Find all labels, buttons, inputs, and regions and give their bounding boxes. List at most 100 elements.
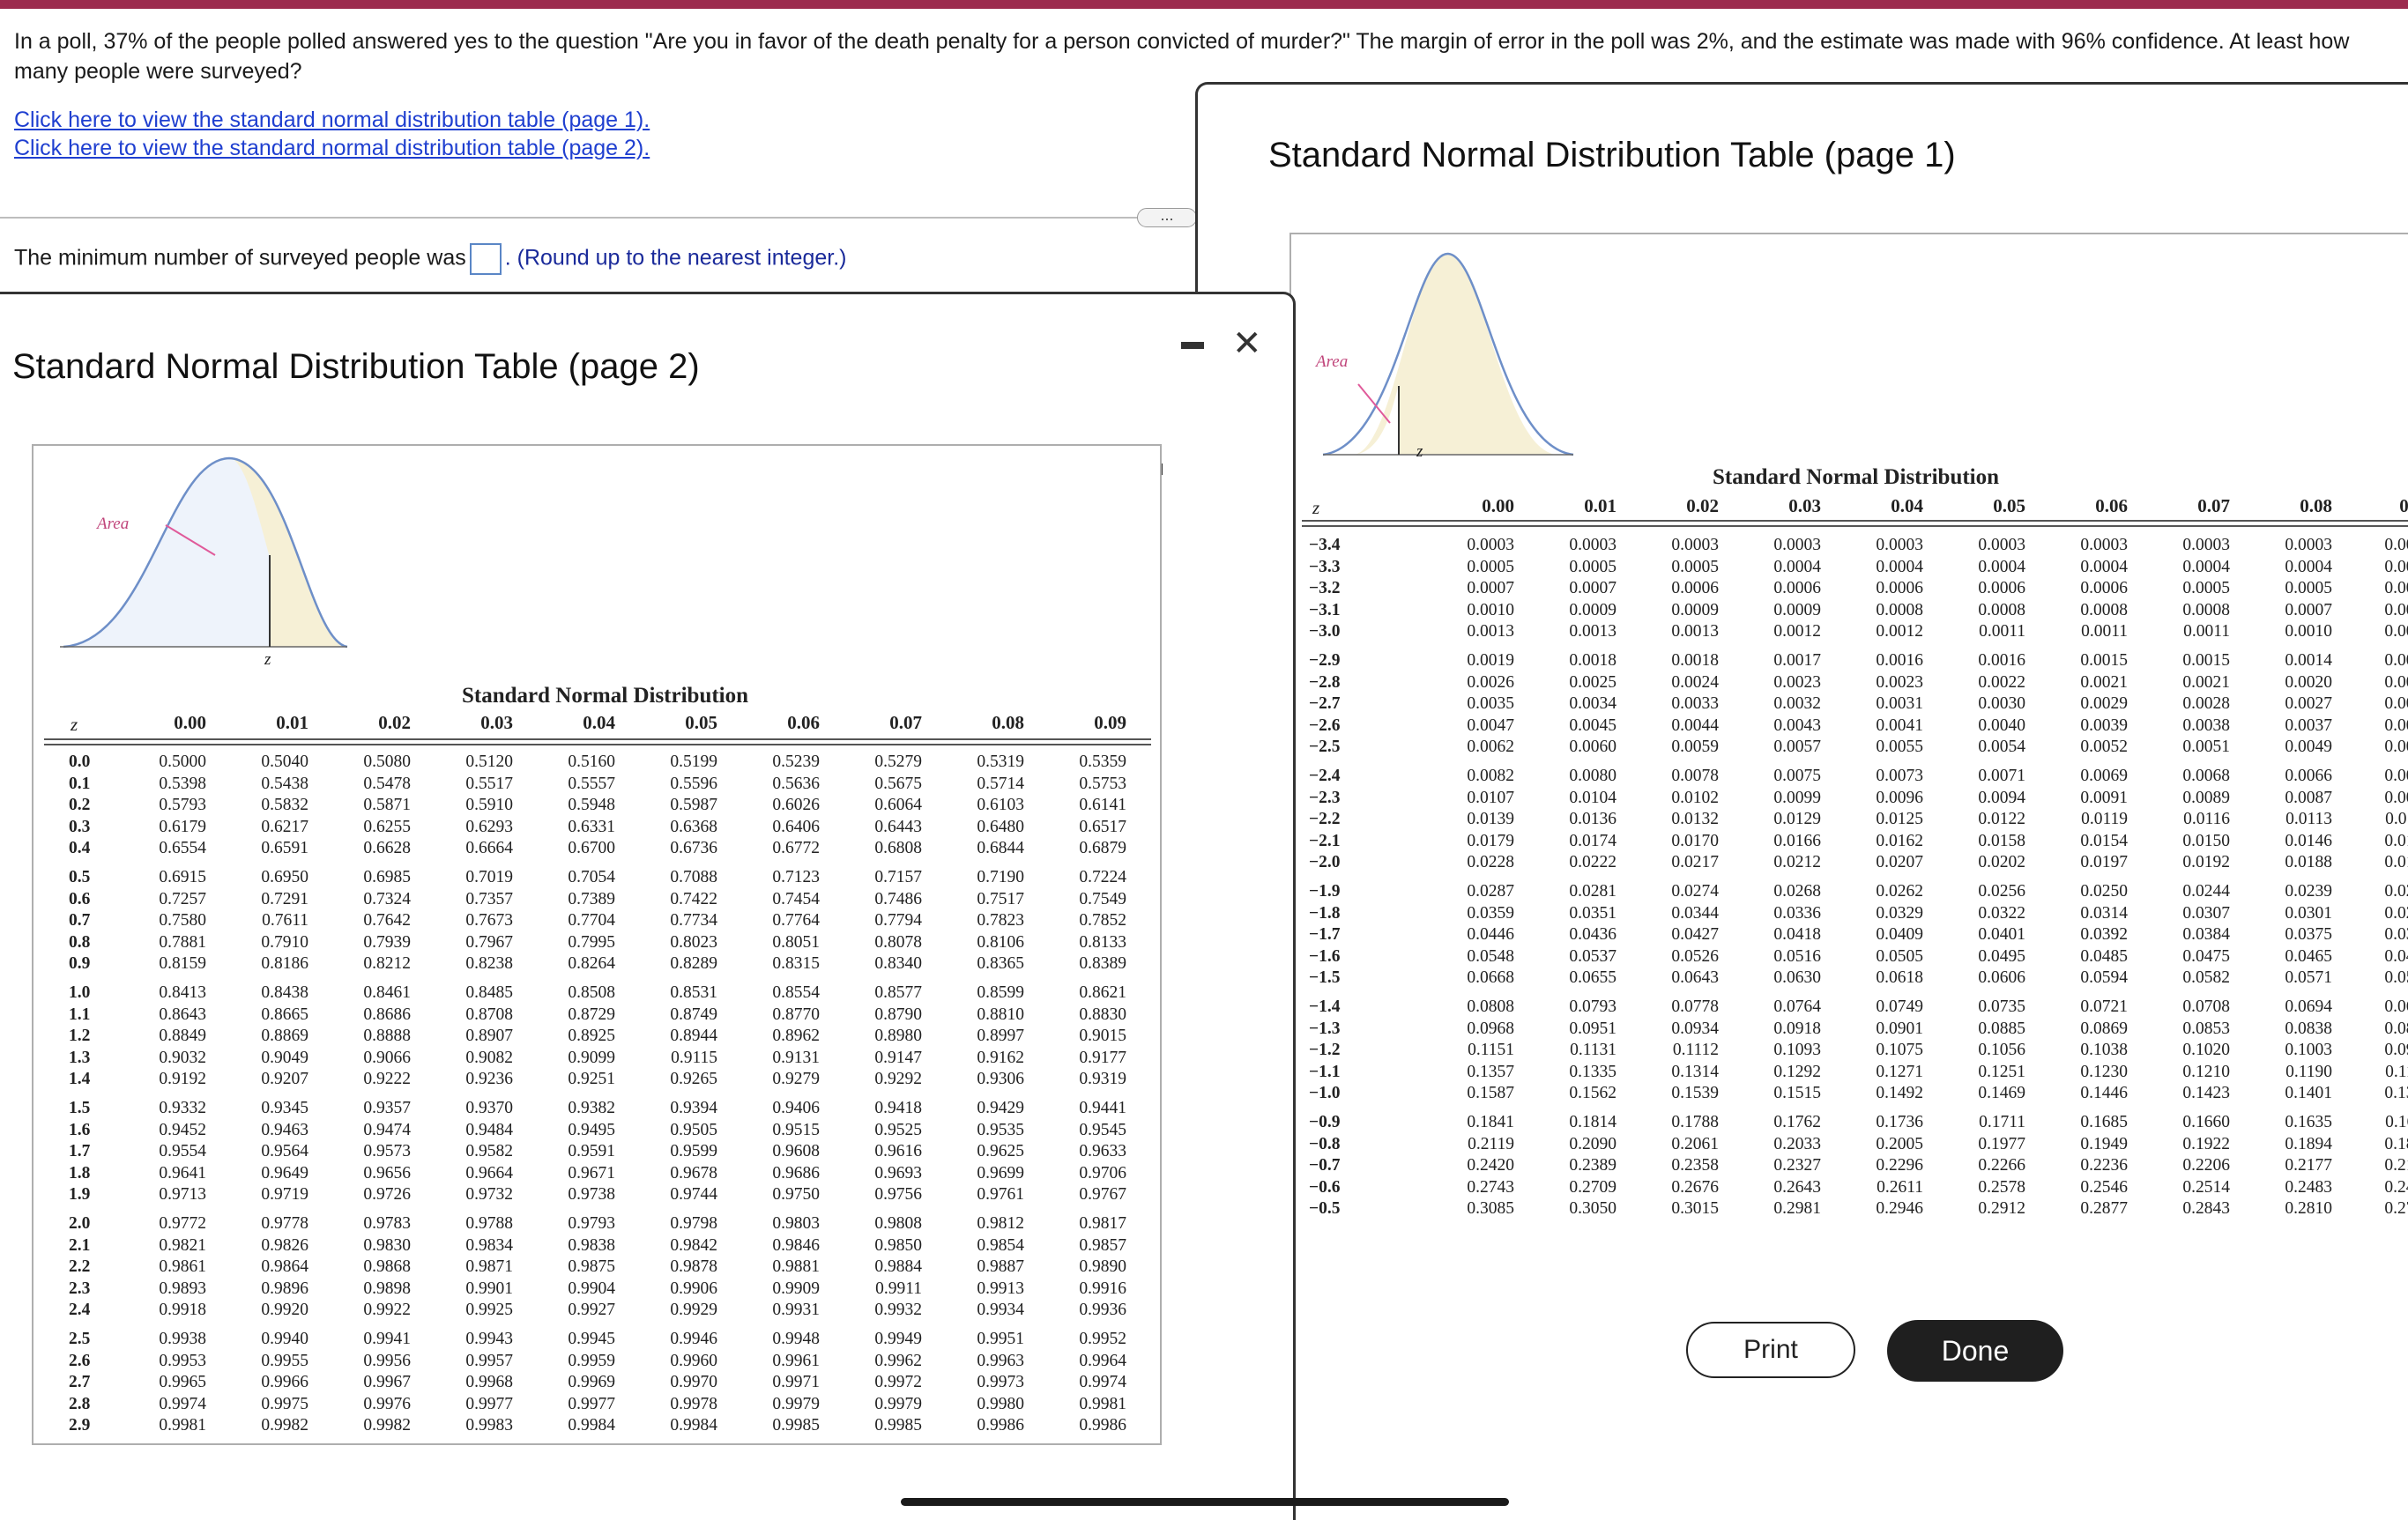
z-value: −0.9	[1309, 1113, 1341, 1131]
probability-cell: 0.6628	[363, 839, 411, 857]
probability-cell: 0.0107	[1467, 788, 1514, 807]
probability-cell: 0.0446	[1467, 925, 1514, 944]
done-button[interactable]: Done	[1887, 1320, 2063, 1382]
probability-cell: 0.0069	[2080, 767, 2128, 785]
minimize-icon[interactable]	[1181, 342, 1204, 349]
probability-cell: 0.0062	[1467, 738, 1514, 756]
probability-cell: 0.9920	[261, 1301, 308, 1319]
probability-cell: 0.0007	[2285, 600, 2332, 619]
probability-cell: 0.9968	[465, 1373, 513, 1391]
z-value: −0.6	[1309, 1177, 1341, 1197]
probability-cell: 0.9066	[363, 1048, 411, 1067]
z-value: 1.7	[69, 1142, 91, 1160]
probability-cell: 0.9582	[465, 1142, 513, 1160]
probability-cell: 0.0192	[2182, 853, 2230, 871]
probability-cell: 0.8340	[874, 954, 922, 973]
probability-cell: 0.1515	[1773, 1084, 1821, 1102]
probability-cell: 0.0418	[1773, 925, 1821, 944]
probability-cell: 0.0006	[1978, 579, 2025, 597]
z-value: 2.7	[69, 1373, 91, 1391]
page1-col-header: 0.07	[2197, 495, 2230, 516]
probability-cell: 0.6736	[670, 839, 717, 857]
probability-cell: 0.9857	[1079, 1235, 1126, 1255]
page1-col-header: 0.01	[1584, 495, 1616, 516]
probability-cell: 0.6554	[159, 839, 206, 857]
probability-cell: 0.0006	[1773, 579, 1821, 597]
probability-cell: 0.0885	[1978, 1019, 2025, 1038]
probability-cell: 0.9345	[261, 1099, 308, 1117]
probability-cell: 0.0179	[1467, 831, 1514, 850]
probability-cell: 0.0033	[1671, 694, 1719, 713]
probability-cell: 0.0721	[2080, 997, 2128, 1016]
probability-cell: 0.0068	[2182, 767, 2230, 785]
probability-cell: 0.9962	[874, 1351, 922, 1370]
probability-cell: 0.0035	[1467, 694, 1514, 713]
probability-cell: 0.0853	[2182, 1019, 2230, 1038]
probability-cell: 0.0008	[2080, 600, 2128, 619]
probability-cell: 0.9946	[670, 1330, 717, 1348]
probability-cell: 0.7190	[977, 868, 1024, 886]
probability-cell: 0.1335	[1569, 1062, 1616, 1081]
probability-cell: 0.2709	[1569, 1177, 1616, 1197]
table-row: 2.6 0.9953 0.9955 0.9956 0.9957 0.9959 0.9960 0…	[69, 1352, 1135, 1373]
probability-cell: 0.0052	[2080, 738, 2128, 756]
z-value: 1.3	[69, 1048, 91, 1067]
probability-cell: 0.1736	[1876, 1113, 1923, 1131]
table-row: 2.7 0.9965 0.9966 0.9967 0.9968 0.9969 0.9970 0…	[69, 1373, 1135, 1394]
probability-cell: 0.2033	[1773, 1134, 1821, 1153]
probability-cell: 0.0004	[1876, 557, 1923, 576]
probability-cell: 0.0336	[1773, 903, 1821, 923]
probability-cell: 0.0006	[1671, 579, 1719, 597]
page-2-header-rule-bottom	[44, 744, 1151, 745]
probability-cell: 0.0129	[1773, 810, 1821, 828]
table-row: 0.5 0.6915 0.6950 0.6985 0.7019 0.7054 0.7088 0…	[69, 868, 1135, 889]
z-value: −3.0	[1309, 622, 1341, 641]
probability-cell: 0.9370	[465, 1099, 513, 1117]
table-row: −2.3 0.0107 0.0104 0.0102 0.0099 0.0096 0.0094…	[1309, 789, 2408, 810]
answer-input[interactable]	[469, 243, 502, 275]
more-options-button[interactable]: ...	[1137, 207, 1197, 227]
probability-cell: 0.9699	[977, 1163, 1024, 1183]
probability-cell: 0.6217	[261, 817, 308, 836]
probability-cell: 0.9664	[465, 1163, 513, 1183]
probability-cell: 0.0004	[1773, 557, 1821, 576]
probability-cell: 0.9131	[772, 1048, 820, 1067]
z-value: 2.0	[69, 1214, 91, 1233]
probability-cell: 0.9292	[874, 1070, 922, 1088]
probability-cell: 0.0122	[1978, 810, 2025, 828]
probability-cell: 0.1762	[1773, 1113, 1821, 1131]
print-button[interactable]: Print	[1686, 1322, 1855, 1378]
table-row: 1.9 0.9713 0.9719 0.9726 0.9732 0.9738 0.9744 0…	[69, 1185, 1135, 1206]
probability-cell: 0.0029	[2080, 694, 2128, 713]
probability-cell: 0.8159	[159, 954, 206, 973]
z-value: 2.6	[69, 1351, 91, 1370]
probability-cell: 0.5948	[568, 796, 615, 814]
probability-cell: 0.5596	[670, 774, 717, 793]
probability-cell: 0.0018	[1671, 651, 1719, 670]
probability-cell: 0.0655	[1569, 968, 1616, 987]
probability-cell: 0.0005	[1467, 557, 1514, 576]
link-table-page-2[interactable]: Click here to view the standard normal d…	[14, 136, 650, 160]
probability-cell: 0.1112	[1672, 1041, 1719, 1059]
probability-cell: 0.9686	[772, 1163, 820, 1183]
table-row: −2.2 0.0139 0.0136 0.0132 0.0129 0.0125 0.0122…	[1309, 810, 2408, 831]
probability-cell: 0.0537	[1569, 946, 1616, 966]
probability-cell: 0.8413	[159, 983, 206, 1002]
probability-cell: 0.0022	[1978, 672, 2025, 692]
probability-cell: 0.9535	[977, 1120, 1024, 1139]
probability-cell: 0.9887	[977, 1257, 1024, 1276]
close-icon[interactable]: ✕	[1232, 324, 1262, 363]
probability-cell: 0.9980	[977, 1394, 1024, 1413]
z-value: −1.8	[1309, 903, 1341, 923]
probability-cell: 0.0099	[1773, 788, 1821, 807]
probability-cell: 0.0054	[1978, 738, 2025, 756]
probability-cell: 0.9564	[261, 1142, 308, 1160]
link-table-page-1[interactable]: Click here to view the standard normal d…	[14, 108, 650, 132]
probability-cell: 0.9938	[159, 1330, 206, 1348]
probability-cell: 0.8888	[363, 1027, 411, 1045]
probability-cell: 0.1170	[2385, 1062, 2408, 1081]
probability-cell: 0.9948	[772, 1330, 820, 1348]
probability-cell: 0.0008	[1978, 600, 2025, 619]
probability-cell: 0.7734	[670, 911, 717, 930]
probability-cell: 0.9896	[261, 1279, 308, 1298]
